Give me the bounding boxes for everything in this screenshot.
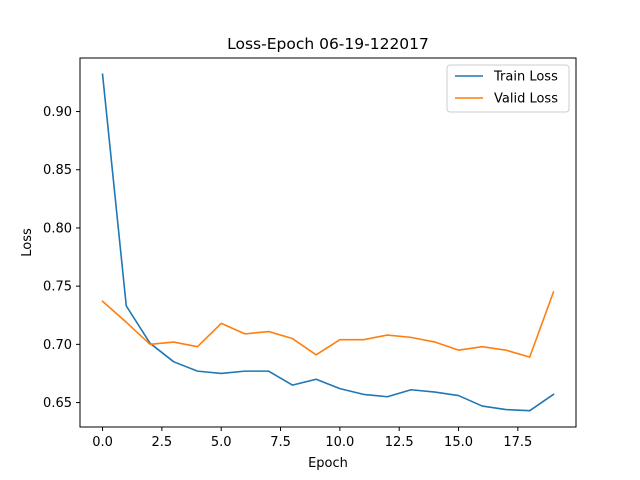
y-tick-label: 0.70 [43, 338, 72, 353]
plot-area [79, 57, 577, 428]
legend-label-valid-loss: Valid Loss [494, 92, 558, 107]
x-tick-label: 2.5 [152, 435, 173, 450]
series-layer [101, 73, 555, 412]
x-tick-label: 12.5 [385, 435, 414, 450]
x-tick-label: 0.0 [92, 435, 113, 450]
x-tick-label: 17.5 [503, 435, 532, 450]
plot-frame [79, 57, 577, 428]
x-axis-label: Epoch [308, 456, 348, 471]
legend-label-train-loss: Train Loss [493, 70, 558, 85]
y-tick-label: 0.90 [43, 105, 72, 120]
x-tick-label: 7.5 [270, 435, 291, 450]
x-tick-label: 5.0 [211, 435, 232, 450]
y-tick-label: 0.80 [43, 221, 72, 236]
y-tick-label: 0.85 [43, 163, 72, 178]
chart-title: Loss-Epoch 06-19-122017 [227, 35, 429, 53]
series-line-train-loss [101, 73, 555, 412]
x-tick-label: 15.0 [444, 435, 473, 450]
x-tick-label: 10.0 [325, 435, 354, 450]
y-axis: 0.65 0.70 0.75 0.80 0.85 0.90 [43, 105, 80, 411]
y-axis-label: Loss [20, 228, 35, 257]
legend-items: Train Loss Valid Loss [455, 70, 558, 107]
y-tick-label: 0.65 [43, 396, 72, 411]
x-axis: 0.0 2.5 5.0 7.5 10.0 12.5 15.0 17.5 [92, 427, 532, 450]
legend: Train Loss Valid Loss [446, 64, 570, 113]
series-line-valid-loss [101, 290, 555, 358]
y-tick-label: 0.75 [43, 280, 72, 295]
